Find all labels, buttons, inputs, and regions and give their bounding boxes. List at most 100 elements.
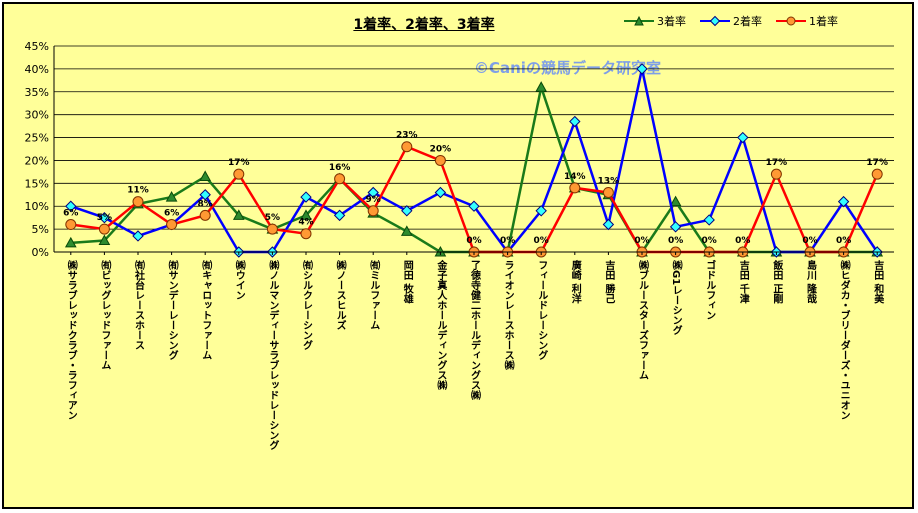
data-point (199, 189, 211, 201)
data-point (333, 172, 346, 184)
data-point (434, 186, 447, 199)
y-tick-label: 45% (25, 40, 49, 53)
data-point (838, 246, 850, 258)
x-tick-label: ㈱サラブレッドクラブ・ラフィアン (65, 259, 77, 420)
data-label: 5% (265, 213, 280, 223)
data-point (871, 246, 883, 258)
data-point (367, 207, 380, 218)
data-point (165, 191, 178, 202)
data-point (703, 214, 715, 226)
data-point (501, 246, 514, 258)
data-point (233, 246, 245, 258)
y-tick-label: 20% (25, 154, 49, 167)
x-tick-label: ㈱G1レーシング (670, 259, 682, 336)
data-label: 11% (127, 186, 149, 196)
data-label: 0% (500, 236, 515, 246)
data-point (434, 154, 446, 166)
data-point (401, 141, 413, 153)
data-point (770, 168, 782, 180)
data-point (65, 200, 77, 212)
data-label: 0% (634, 236, 649, 246)
y-tick-label: 0% (32, 246, 49, 259)
data-label: 0% (466, 236, 481, 246)
data-point (568, 181, 581, 193)
data-point (669, 195, 682, 207)
data-label: 0% (735, 236, 750, 246)
y-tick-label: 15% (25, 177, 49, 190)
x-tick-label: ㈲シルクレーシング (301, 259, 313, 351)
x-tick-label: ㈲社台レースホース (133, 259, 146, 350)
data-label: 9% (366, 195, 381, 205)
x-tick-label: 吉田 和美 (872, 259, 885, 304)
x-tick-label: ㈲ミルファーム (368, 259, 380, 330)
data-point (468, 245, 480, 257)
data-point (737, 246, 749, 258)
data-point (501, 245, 514, 257)
data-point (367, 186, 379, 199)
data-label: 0% (534, 236, 549, 246)
data-point (636, 246, 648, 258)
x-tick-label: ゴドルフィン (704, 259, 716, 320)
data-point (804, 246, 816, 258)
data-label: 17% (866, 158, 888, 168)
legend-item-series-2: 2着率 (700, 13, 762, 29)
data-label: 5% (97, 213, 112, 223)
data-label: 13% (598, 176, 620, 186)
series-line-0 (70, 82, 878, 255)
x-tick-label: ㈲ビッグレッドファーム (99, 259, 111, 370)
data-point (98, 211, 111, 224)
data-point (165, 218, 178, 231)
legend-marker-diamond-icon (700, 15, 730, 27)
data-point (636, 245, 648, 257)
data-point (266, 223, 278, 235)
data-point (401, 205, 413, 217)
data-point (602, 218, 615, 231)
x-tick-label: フィールドレーシング (536, 260, 548, 361)
chart-legend: 3着率 2着率 1着率 (624, 13, 838, 29)
data-label: 8% (198, 199, 213, 209)
data-point (535, 81, 548, 92)
data-label: 4% (298, 218, 313, 228)
y-tick-label: 10% (25, 200, 49, 213)
data-point (266, 246, 279, 258)
data-point (837, 245, 850, 257)
data-point (736, 245, 749, 257)
chart-title: 1着率、2着率、3着率 (353, 17, 495, 33)
data-label: 6% (63, 209, 78, 219)
data-point (333, 209, 346, 222)
x-tick-label: ㈱ヒダカ・ブリーダーズ・ユニオン (838, 259, 850, 420)
x-tick-label: ㈲キャロットファーム (200, 259, 212, 360)
y-tick-label: 5% (32, 223, 49, 236)
data-point (770, 246, 783, 258)
data-point (300, 191, 312, 203)
data-label: 0% (836, 236, 851, 246)
x-tick-label: ㈲サンデーレーシング (166, 259, 178, 361)
legend-label: 2着率 (733, 15, 762, 28)
data-point (804, 245, 816, 257)
data-point (300, 209, 312, 220)
data-point (871, 168, 883, 180)
data-point (569, 182, 581, 194)
x-tick-label: 飯田 正剛 (771, 259, 784, 304)
data-label: 0% (668, 236, 683, 246)
x-tick-label: 廣崎 利洋 (569, 259, 582, 304)
series-line-2 (70, 145, 879, 254)
data-point (535, 205, 547, 217)
data-label: 6% (164, 209, 179, 219)
y-tick-label: 35% (25, 86, 49, 99)
x-tick-label: ㈱ブルースターズファーム (637, 259, 649, 380)
data-label: 0% (702, 236, 717, 246)
legend-label: 1着率 (809, 15, 838, 28)
x-tick-label: 岡田 牧雄 (401, 260, 414, 304)
plot-area: 6% 5% 11% 6% 8% 17% 5% 4% 16% 9% 23% 20% 0% 0% 0% 14% 13… (25, 40, 894, 451)
legend-item-series-3: 3着率 (624, 13, 686, 29)
data-point (569, 115, 581, 128)
watermark-text: ©Caniの競馬データ研究室 (474, 59, 661, 77)
data-point (602, 186, 614, 198)
data-point (670, 246, 682, 258)
data-label: 16% (329, 163, 351, 173)
data-point (132, 196, 144, 208)
data-point (334, 173, 346, 185)
data-point (703, 245, 716, 257)
